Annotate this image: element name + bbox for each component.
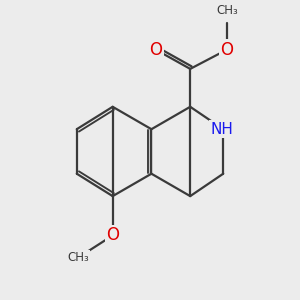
Text: NH: NH: [210, 122, 233, 137]
Text: O: O: [220, 40, 233, 58]
Text: CH₃: CH₃: [67, 251, 89, 264]
Text: O: O: [149, 40, 162, 58]
Text: O: O: [106, 226, 119, 244]
Text: CH₃: CH₃: [216, 4, 238, 17]
